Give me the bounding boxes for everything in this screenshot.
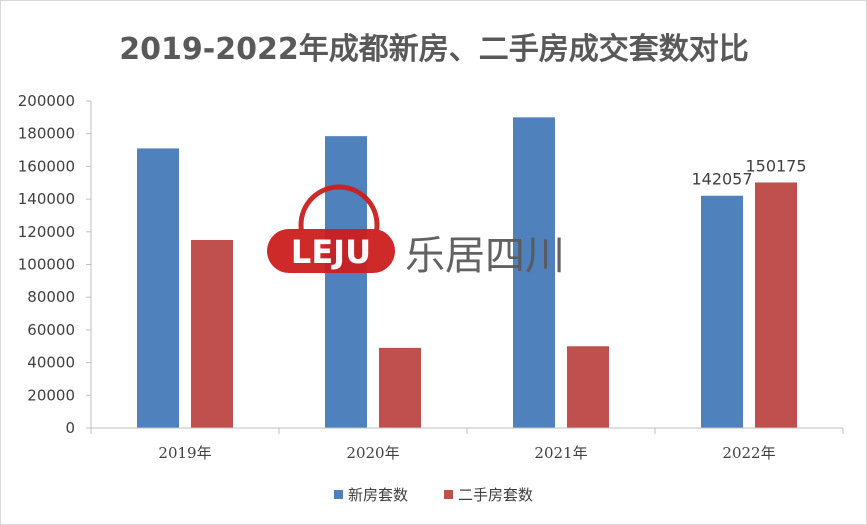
bar-resale-home-1	[379, 347, 421, 428]
bar-new-home-1	[325, 136, 367, 428]
y-tick-label: 60000	[27, 321, 75, 339]
bar-resale-home-3	[755, 182, 797, 428]
bar-new-home-3	[701, 195, 743, 428]
chart-title: 2019-2022年成都新房、二手房成交套数对比	[119, 32, 748, 67]
y-tick-label: 200000	[18, 92, 75, 110]
x-category-label: 2021年	[534, 444, 587, 462]
leju-watermark-logo: LEJU 乐居四川	[267, 184, 565, 279]
bar-data-label: 150175	[745, 156, 806, 175]
bar-resale-home-0	[191, 239, 233, 428]
y-tick-label: 120000	[18, 223, 75, 241]
x-category-label: 2022年	[722, 444, 775, 462]
legend: 新房套数 二手房套数	[334, 486, 533, 504]
x-axis: 2019年 2020年 2021年 2022年	[90, 427, 844, 462]
legend-swatch	[334, 490, 343, 499]
bar-new-home-0	[137, 148, 179, 429]
y-tick-label: 160000	[18, 157, 75, 175]
y-tick-label: 40000	[27, 354, 75, 372]
y-tick-label: 100000	[18, 256, 75, 274]
x-category-label: 2019年	[158, 444, 211, 462]
bar-data-label: 142057	[691, 170, 752, 189]
y-tick-label: 180000	[18, 125, 75, 143]
y-tick-label: 20000	[27, 386, 75, 404]
leju-brand-text: 乐居四川	[405, 233, 565, 279]
leju-logo-text: LEJU	[291, 233, 371, 271]
legend-label: 二手房套数	[458, 486, 533, 504]
y-tick-label: 80000	[27, 288, 75, 306]
y-axis-ticks: 0 20000 40000 60000 80000 100000 120000 140000 1…	[18, 92, 92, 437]
bar-new-home-2	[513, 117, 555, 428]
leju-logo-icon	[267, 184, 395, 273]
bar-series	[137, 117, 797, 429]
y-tick-label: 140000	[18, 190, 75, 208]
y-tick-label: 0	[65, 419, 75, 437]
x-category-label: 2020年	[346, 444, 399, 462]
legend-swatch	[444, 490, 453, 499]
bar-resale-home-2	[567, 346, 609, 428]
legend-label: 新房套数	[348, 486, 408, 504]
